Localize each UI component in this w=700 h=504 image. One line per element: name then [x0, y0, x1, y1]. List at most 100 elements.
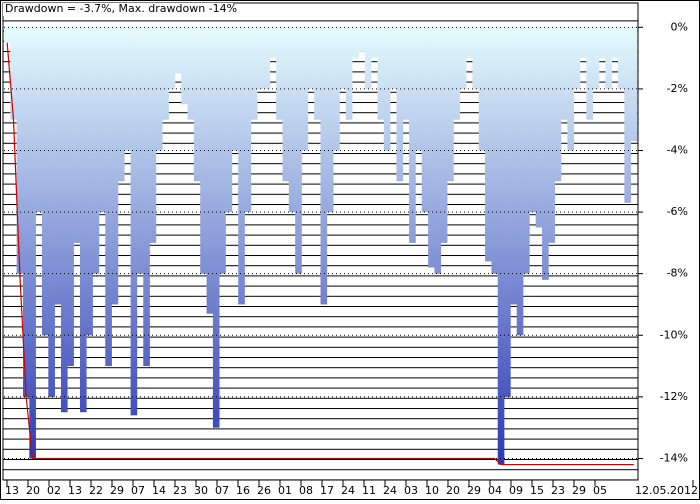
drawdown-bar [10, 27, 17, 120]
drawdown-bar [618, 27, 625, 89]
drawdown-bar [320, 27, 328, 305]
drawdown-bar [421, 27, 429, 213]
drawdown-bar [580, 27, 587, 59]
x-tick-label: 29 [467, 484, 481, 497]
drawdown-bar [624, 27, 631, 203]
drawdown-bar [111, 27, 119, 305]
x-tick-label: 01 [278, 484, 292, 497]
x-tick-label: 10 [425, 484, 439, 497]
x-tick-label: 24 [383, 484, 397, 497]
drawdown-bar [79, 27, 87, 413]
x-tick-label: 26 [257, 484, 271, 497]
drawdown-bar [4, 27, 11, 43]
drawdown-bar [250, 27, 258, 120]
drawdown-bar [219, 27, 226, 274]
drawdown-bar [453, 27, 461, 120]
drawdown-bar [352, 27, 359, 59]
drawdown-bar [276, 27, 283, 120]
x-tick-label: 04 [488, 484, 502, 497]
drawdown-bar [174, 27, 182, 74]
drawdown-bar [67, 27, 74, 367]
drawdown-bar [149, 27, 157, 243]
drawdown-bar [98, 27, 106, 213]
x-tick-label: 17 [320, 484, 334, 497]
drawdown-bar [485, 27, 492, 262]
drawdown-bar [282, 27, 290, 182]
title-box [3, 3, 233, 16]
drawdown-bar [187, 27, 195, 120]
x-tick-label: 29 [110, 484, 124, 497]
drawdown-bar [358, 27, 366, 52]
y-tick-label: 0% [671, 20, 688, 33]
drawdown-bar [573, 27, 581, 89]
drawdown-bar [73, 27, 81, 243]
x-tick-label: 22 [89, 484, 103, 497]
drawdown-bar [326, 27, 334, 213]
drawdown-bar [491, 27, 499, 274]
drawdown-bar [523, 27, 530, 274]
x-tick-label: 09 [509, 484, 523, 497]
drawdown-bar [269, 27, 277, 59]
drawdown-bar [611, 27, 619, 59]
drawdown-bar [29, 27, 36, 459]
drawdown-bar [212, 27, 220, 428]
drawdown-bar [54, 27, 62, 305]
drawdown-bar [434, 27, 442, 274]
drawdown-bar [288, 27, 296, 213]
drawdown-bar [181, 27, 188, 105]
y-tick-label: -14% [660, 451, 688, 464]
drawdown-bar [16, 27, 24, 274]
drawdown-bar [383, 27, 391, 151]
drawdown-bar [447, 27, 454, 182]
x-tick-label: 03 [404, 484, 418, 497]
drawdown-bar [586, 27, 593, 120]
x-tick-label: 20 [26, 484, 40, 497]
drawdown-bar [504, 27, 511, 397]
drawdown-bar [472, 27, 480, 89]
drawdown-bar [390, 27, 397, 89]
drawdown-bar [124, 27, 131, 151]
drawdown-bar [440, 27, 448, 243]
drawdown-bar [314, 27, 321, 120]
x-tick-label: 15 [530, 484, 544, 497]
drawdown-bar [22, 27, 30, 397]
drawdown-bar [466, 27, 473, 59]
drawdown-bar [130, 27, 138, 416]
x-tick-label: 29 [572, 484, 586, 497]
drawdown-bar [117, 27, 125, 182]
drawdown-bar [35, 27, 43, 213]
drawdown-bar [554, 27, 562, 182]
drawdown-bar [238, 27, 245, 305]
drawdown-bar [155, 27, 163, 151]
drawdown-bar [307, 27, 315, 89]
drawdown-bar [605, 27, 612, 89]
x-tick-label: 14 [152, 484, 166, 497]
x-tick-label: 30 [194, 484, 208, 497]
x-tick-label: 11 [362, 484, 376, 497]
drawdown-bar [396, 27, 404, 182]
x-tick-label: 24 [341, 484, 355, 497]
y-tick-label: -6% [667, 205, 688, 218]
y-tick-label: -4% [667, 143, 688, 156]
x-tick-label: 07 [131, 484, 145, 497]
drawdown-bar [263, 27, 271, 89]
drawdown-bar [567, 27, 574, 151]
y-tick-label: -2% [667, 82, 688, 95]
y-tick-label: -12% [660, 390, 688, 403]
drawdown-bar [257, 27, 264, 89]
drawdown-bar [92, 27, 100, 274]
drawdown-bar [561, 27, 568, 120]
drawdown-bar [535, 27, 543, 228]
drawdown-bar [377, 27, 385, 120]
x-tick-label: 08 [299, 484, 313, 497]
drawdown-bar [371, 27, 378, 59]
drawdown-bar [60, 27, 68, 413]
drawdown-bar [510, 27, 518, 305]
drawdown-bar [231, 27, 239, 151]
drawdown-bar [345, 27, 353, 120]
chart-title: Drawdown = -3.7%, Max. drawdown -14% [5, 2, 237, 15]
x-tick-label: 23 [173, 484, 187, 497]
drawdown-bar [497, 27, 505, 465]
drawdown-bar [168, 27, 176, 89]
